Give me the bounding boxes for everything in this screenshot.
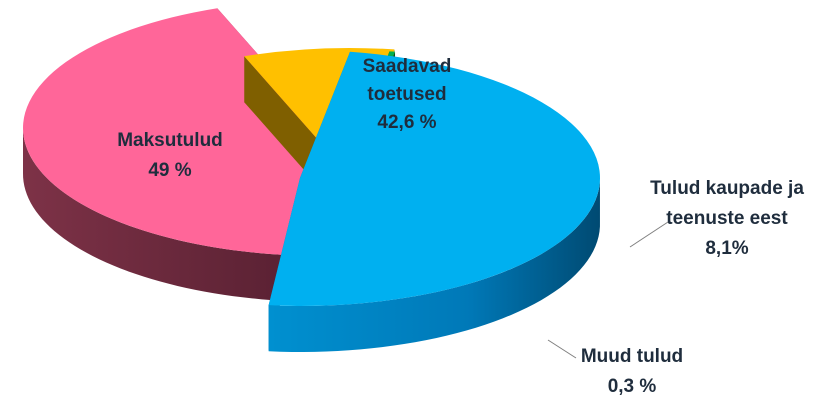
slice-label-3: Maksutulud 49 % <box>117 130 223 181</box>
slice-label-1: Tulud kaupade ja teenuste eest 8,1% <box>650 178 804 259</box>
slice-label-line: teenuste eest <box>666 208 788 229</box>
slice-label-2: Muud tulud 0,3 % <box>581 346 683 397</box>
pie-slice-side-3 <box>268 175 600 352</box>
slice-label-line: 42,6 % <box>377 112 436 133</box>
slice-label-line: Muud tulud <box>581 346 683 367</box>
slice-label-line: Tulud kaupade ja <box>650 178 804 199</box>
pie-slice-top-3 <box>268 51 600 306</box>
slice-label-line: Saadavad <box>363 56 452 77</box>
pie-slice-3 <box>268 51 600 352</box>
pie-slice-side-0 <box>23 127 292 302</box>
slice-label-line: Maksutulud <box>117 130 223 151</box>
slice-label-line: 8,1% <box>705 238 748 259</box>
leader-line-1 <box>629 221 669 248</box>
slice-label-line: 0,3 % <box>608 376 657 397</box>
slice-label-0: Saadavad toetused 42,6 % <box>363 56 452 133</box>
slice-label-line: 49 % <box>148 160 191 181</box>
slice-label-line: toetused <box>367 84 446 105</box>
leader-line-2 <box>547 339 577 359</box>
